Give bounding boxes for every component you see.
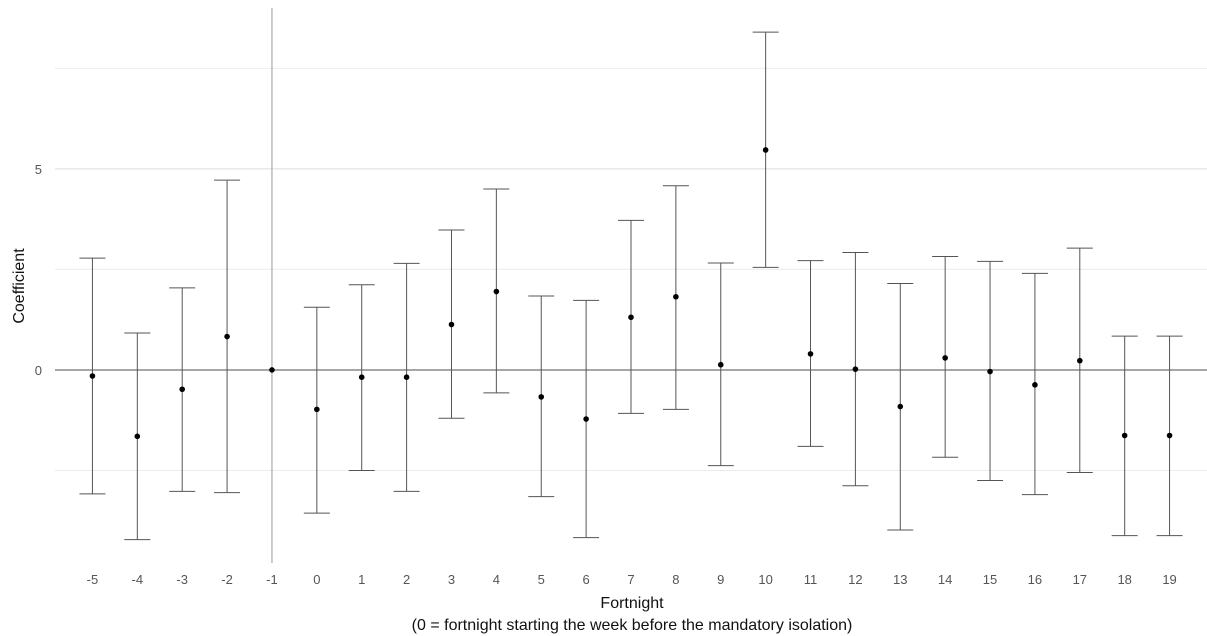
coefficient-point — [897, 403, 904, 410]
x-tick-label: 9 — [717, 572, 724, 587]
x-tick-label: 17 — [1073, 572, 1087, 587]
coefficient-point — [269, 367, 275, 373]
coefficient-point — [942, 355, 948, 361]
x-tick-label: -5 — [87, 572, 99, 587]
x-tick-label: 8 — [672, 572, 679, 587]
x-tick-label: -4 — [132, 572, 144, 587]
x-tick-label: -1 — [266, 572, 278, 587]
x-tick-label: 3 — [448, 572, 455, 587]
coefficient-point — [717, 361, 724, 368]
coefficient-point — [762, 147, 769, 153]
coefficient-point — [403, 374, 410, 380]
x-tick-label: 13 — [893, 572, 907, 587]
coefficient-point — [1121, 432, 1128, 439]
coefficient-point — [89, 373, 96, 379]
x-tick-label: 15 — [983, 572, 997, 587]
coefficient-point — [807, 351, 814, 357]
error-bars — [79, 31, 1183, 541]
coefficient-point — [358, 374, 365, 380]
coefficient-point — [493, 288, 500, 295]
x-tick-label: 10 — [758, 572, 772, 587]
coefficient-point — [852, 366, 859, 372]
x-tick-label: 1 — [358, 572, 365, 587]
coefficient-point — [134, 433, 141, 440]
x-tick-label: 12 — [848, 572, 862, 587]
x-tick-label: 18 — [1117, 572, 1131, 587]
coefficient-point — [314, 406, 320, 413]
x-tick-label: 7 — [627, 572, 634, 587]
x-tick-label: 4 — [493, 572, 500, 587]
coefficient-point — [224, 333, 230, 340]
coefficient-point — [628, 314, 634, 321]
y-axis-title: Coefficient — [11, 248, 28, 324]
coefficient-point — [673, 293, 679, 300]
y-tick-label: 0 — [35, 363, 42, 378]
coefficient-point — [1032, 382, 1038, 388]
x-tick-label: 6 — [583, 572, 590, 587]
coefficient-point — [1077, 357, 1083, 364]
x-tick-label: 2 — [403, 572, 410, 587]
x-axis-subtitle: (0 = fortnight starting the week before … — [412, 617, 853, 634]
x-tick-label: -2 — [221, 572, 233, 587]
tick-labels: 05-5 -4 -3 -2 -1 0 1 2 3 4 5 6 7 8 9 10 11 12 13 14 15 16 17 18… — [35, 162, 1177, 587]
x-tick-label: 0 — [313, 572, 320, 587]
coefficient-point — [583, 416, 589, 422]
x-tick-label: 14 — [938, 572, 952, 587]
x-tick-label: 5 — [538, 572, 545, 587]
x-tick-label: 19 — [1162, 572, 1176, 587]
coefficient-point — [1166, 432, 1173, 439]
coefficient-point — [448, 321, 455, 328]
coefficient-point — [179, 386, 185, 393]
x-axis-title: Fortnight — [600, 595, 664, 612]
y-tick-label: 5 — [35, 162, 42, 177]
x-tick-label: -3 — [176, 572, 188, 587]
x-tick-label: 16 — [1028, 572, 1042, 587]
coefficient-point — [538, 394, 545, 400]
coefficient-point — [987, 368, 993, 375]
x-tick-label: 11 — [804, 572, 818, 587]
